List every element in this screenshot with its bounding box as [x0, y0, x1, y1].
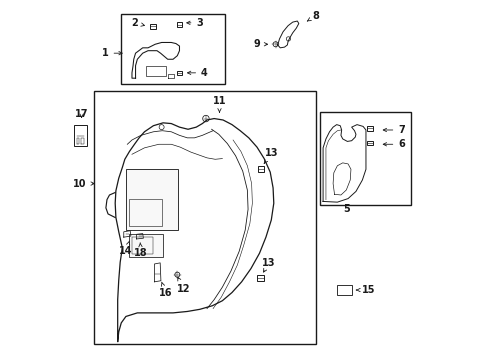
Bar: [94, 91, 315, 344]
Bar: [257, 275, 263, 282]
Text: 8: 8: [306, 11, 319, 21]
Text: 14: 14: [119, 241, 132, 256]
Bar: [319, 112, 410, 205]
Text: 6: 6: [383, 139, 404, 149]
Bar: [129, 199, 162, 226]
Text: 15: 15: [356, 285, 375, 295]
Text: 18: 18: [134, 243, 147, 258]
Text: 13: 13: [262, 258, 275, 272]
Text: 12: 12: [177, 277, 190, 294]
Bar: [74, 125, 87, 146]
Text: 11: 11: [212, 96, 226, 112]
Text: 16: 16: [158, 282, 172, 297]
Text: 5: 5: [342, 204, 349, 214]
Bar: [366, 126, 372, 131]
Bar: [146, 66, 165, 76]
Bar: [337, 285, 352, 295]
Bar: [132, 237, 152, 254]
Bar: [121, 14, 224, 84]
Text: 3: 3: [186, 18, 203, 28]
Text: 17: 17: [75, 109, 88, 119]
Bar: [257, 166, 264, 172]
Bar: [125, 169, 177, 230]
Bar: [129, 234, 163, 257]
Bar: [176, 71, 182, 75]
Text: 7: 7: [383, 125, 404, 135]
Text: 13: 13: [264, 148, 278, 163]
Bar: [149, 24, 155, 29]
Bar: [176, 22, 182, 27]
Text: 2: 2: [131, 18, 144, 28]
Text: 1: 1: [102, 48, 122, 58]
Bar: [366, 140, 372, 145]
Text: 10: 10: [73, 179, 94, 189]
Text: 4: 4: [187, 68, 207, 78]
Text: 9: 9: [253, 39, 267, 49]
